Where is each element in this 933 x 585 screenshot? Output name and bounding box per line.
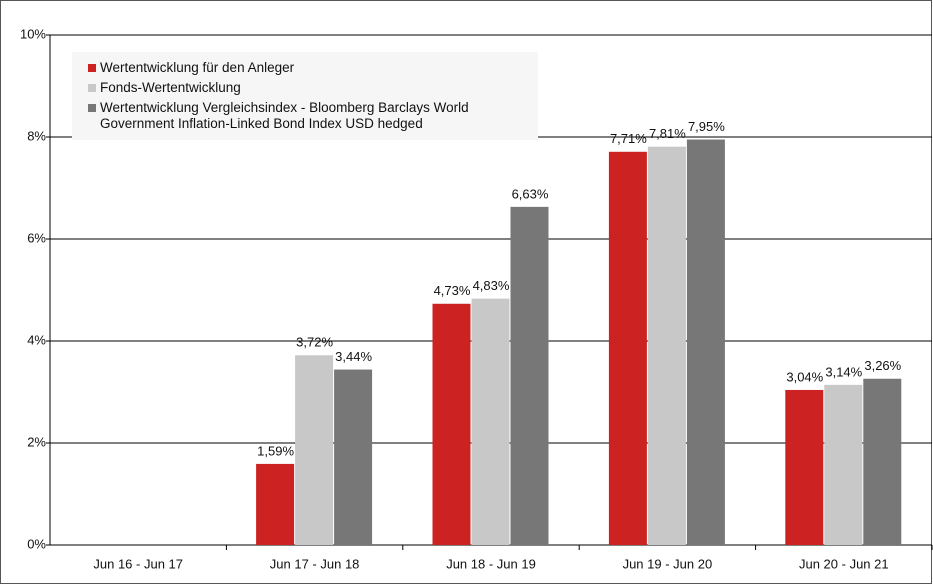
legend-label: Wertentwicklung Vergleichsindex - Bloomb… <box>100 100 469 131</box>
legend-label: Fonds-Wertentwicklung <box>100 80 241 95</box>
legend-swatch <box>88 84 96 92</box>
value-label: 4,83% <box>473 278 510 293</box>
value-label: 3,14% <box>825 364 862 379</box>
x-tick-label: Jun 19 - Jun 20 <box>623 556 713 571</box>
legend-label: Wertentwicklung für den Anleger <box>100 60 295 75</box>
y-tick-label: 6% <box>27 230 46 245</box>
legend-item: Wertentwicklung für den Anleger <box>88 60 528 76</box>
y-tick-label: 2% <box>27 434 46 449</box>
legend-item: Fonds-Wertentwicklung <box>88 80 528 96</box>
x-tick-label: Jun 17 - Jun 18 <box>270 556 360 571</box>
x-tick-label: Jun 18 - Jun 19 <box>446 556 536 571</box>
bar <box>295 355 334 545</box>
bar <box>471 298 510 545</box>
bar <box>256 463 295 545</box>
y-tick-label: 0% <box>27 536 46 551</box>
bar <box>334 369 373 545</box>
value-label: 7,81% <box>649 126 686 141</box>
y-tick-label: 8% <box>27 128 46 143</box>
value-label: 3,72% <box>296 335 333 350</box>
value-label: 4,73% <box>434 283 471 298</box>
value-label: 7,95% <box>688 119 725 134</box>
value-label: 7,71% <box>610 131 647 146</box>
x-tick-label: Jun 20 - Jun 21 <box>799 556 889 571</box>
bar <box>510 206 549 545</box>
bar <box>785 389 824 545</box>
bar <box>824 384 863 545</box>
value-label: 1,59% <box>257 443 294 458</box>
bar <box>647 146 686 545</box>
x-tick-label: Jun 16 - Jun 17 <box>93 556 183 571</box>
value-label: 3,04% <box>786 369 823 384</box>
y-tick-label: 10% <box>20 26 46 41</box>
legend-swatch <box>88 64 96 72</box>
bar <box>608 151 647 546</box>
legend: Wertentwicklung für den Anleger Fonds-Wer… <box>72 52 538 140</box>
bar <box>686 139 725 546</box>
legend-item: Wertentwicklung Vergleichsindex - Bloomb… <box>88 100 528 132</box>
bar <box>432 303 471 545</box>
y-tick-label: 4% <box>27 332 46 347</box>
legend-swatch <box>88 104 96 112</box>
bar <box>863 378 902 545</box>
value-label: 3,44% <box>335 349 372 364</box>
value-label: 6,63% <box>512 186 549 201</box>
value-label: 3,26% <box>864 358 901 373</box>
